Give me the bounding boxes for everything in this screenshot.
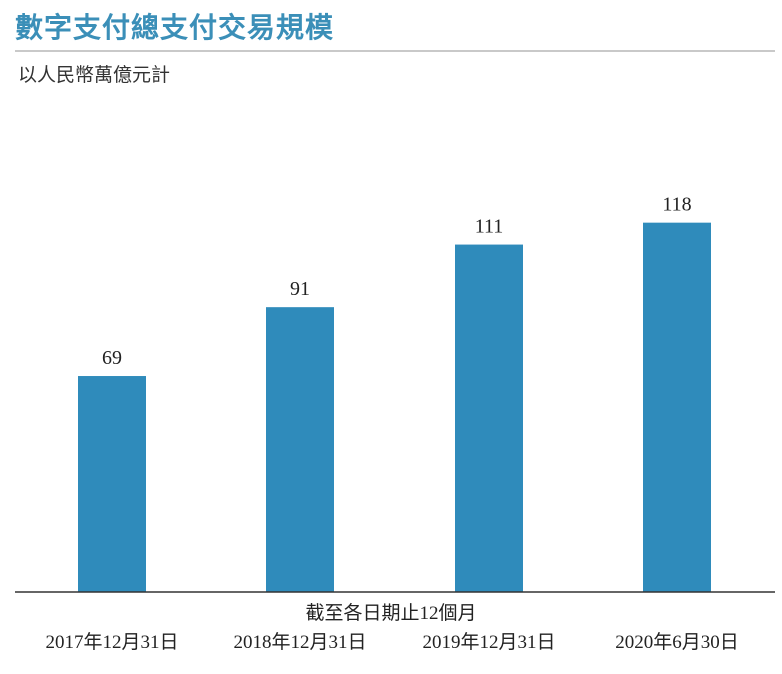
x-axis-title: 截至各日期止12個月 [305, 602, 476, 624]
x-tick-label-4: 2020年6月30日 [615, 631, 739, 653]
title-divider [15, 50, 775, 52]
bar-value-label-3: 111 [475, 216, 504, 238]
bar-4 [643, 222, 711, 592]
bar-value-label-2: 91 [290, 278, 310, 300]
value-labels-group: 69 91 111 118 [102, 194, 692, 369]
x-tick-label-2: 2018年12月31日 [233, 631, 366, 653]
x-tick-labels-group: 2017年12月31日 2018年12月31日 2019年12月31日 2020年6月… [45, 631, 738, 653]
chart-subtitle: 以人民幣萬億元計 [18, 64, 171, 86]
chart-title: 數字支付總支付交易規模 [15, 11, 335, 44]
bar-2 [266, 307, 334, 592]
bar-value-label-1: 69 [102, 347, 122, 369]
x-tick-label-1: 2017年12月31日 [45, 631, 178, 653]
bar-3 [455, 244, 523, 592]
bar-1 [78, 376, 146, 592]
x-tick-label-3: 2019年12月31日 [422, 631, 555, 653]
bars-group [78, 222, 711, 592]
bar-value-label-4: 118 [662, 194, 691, 216]
